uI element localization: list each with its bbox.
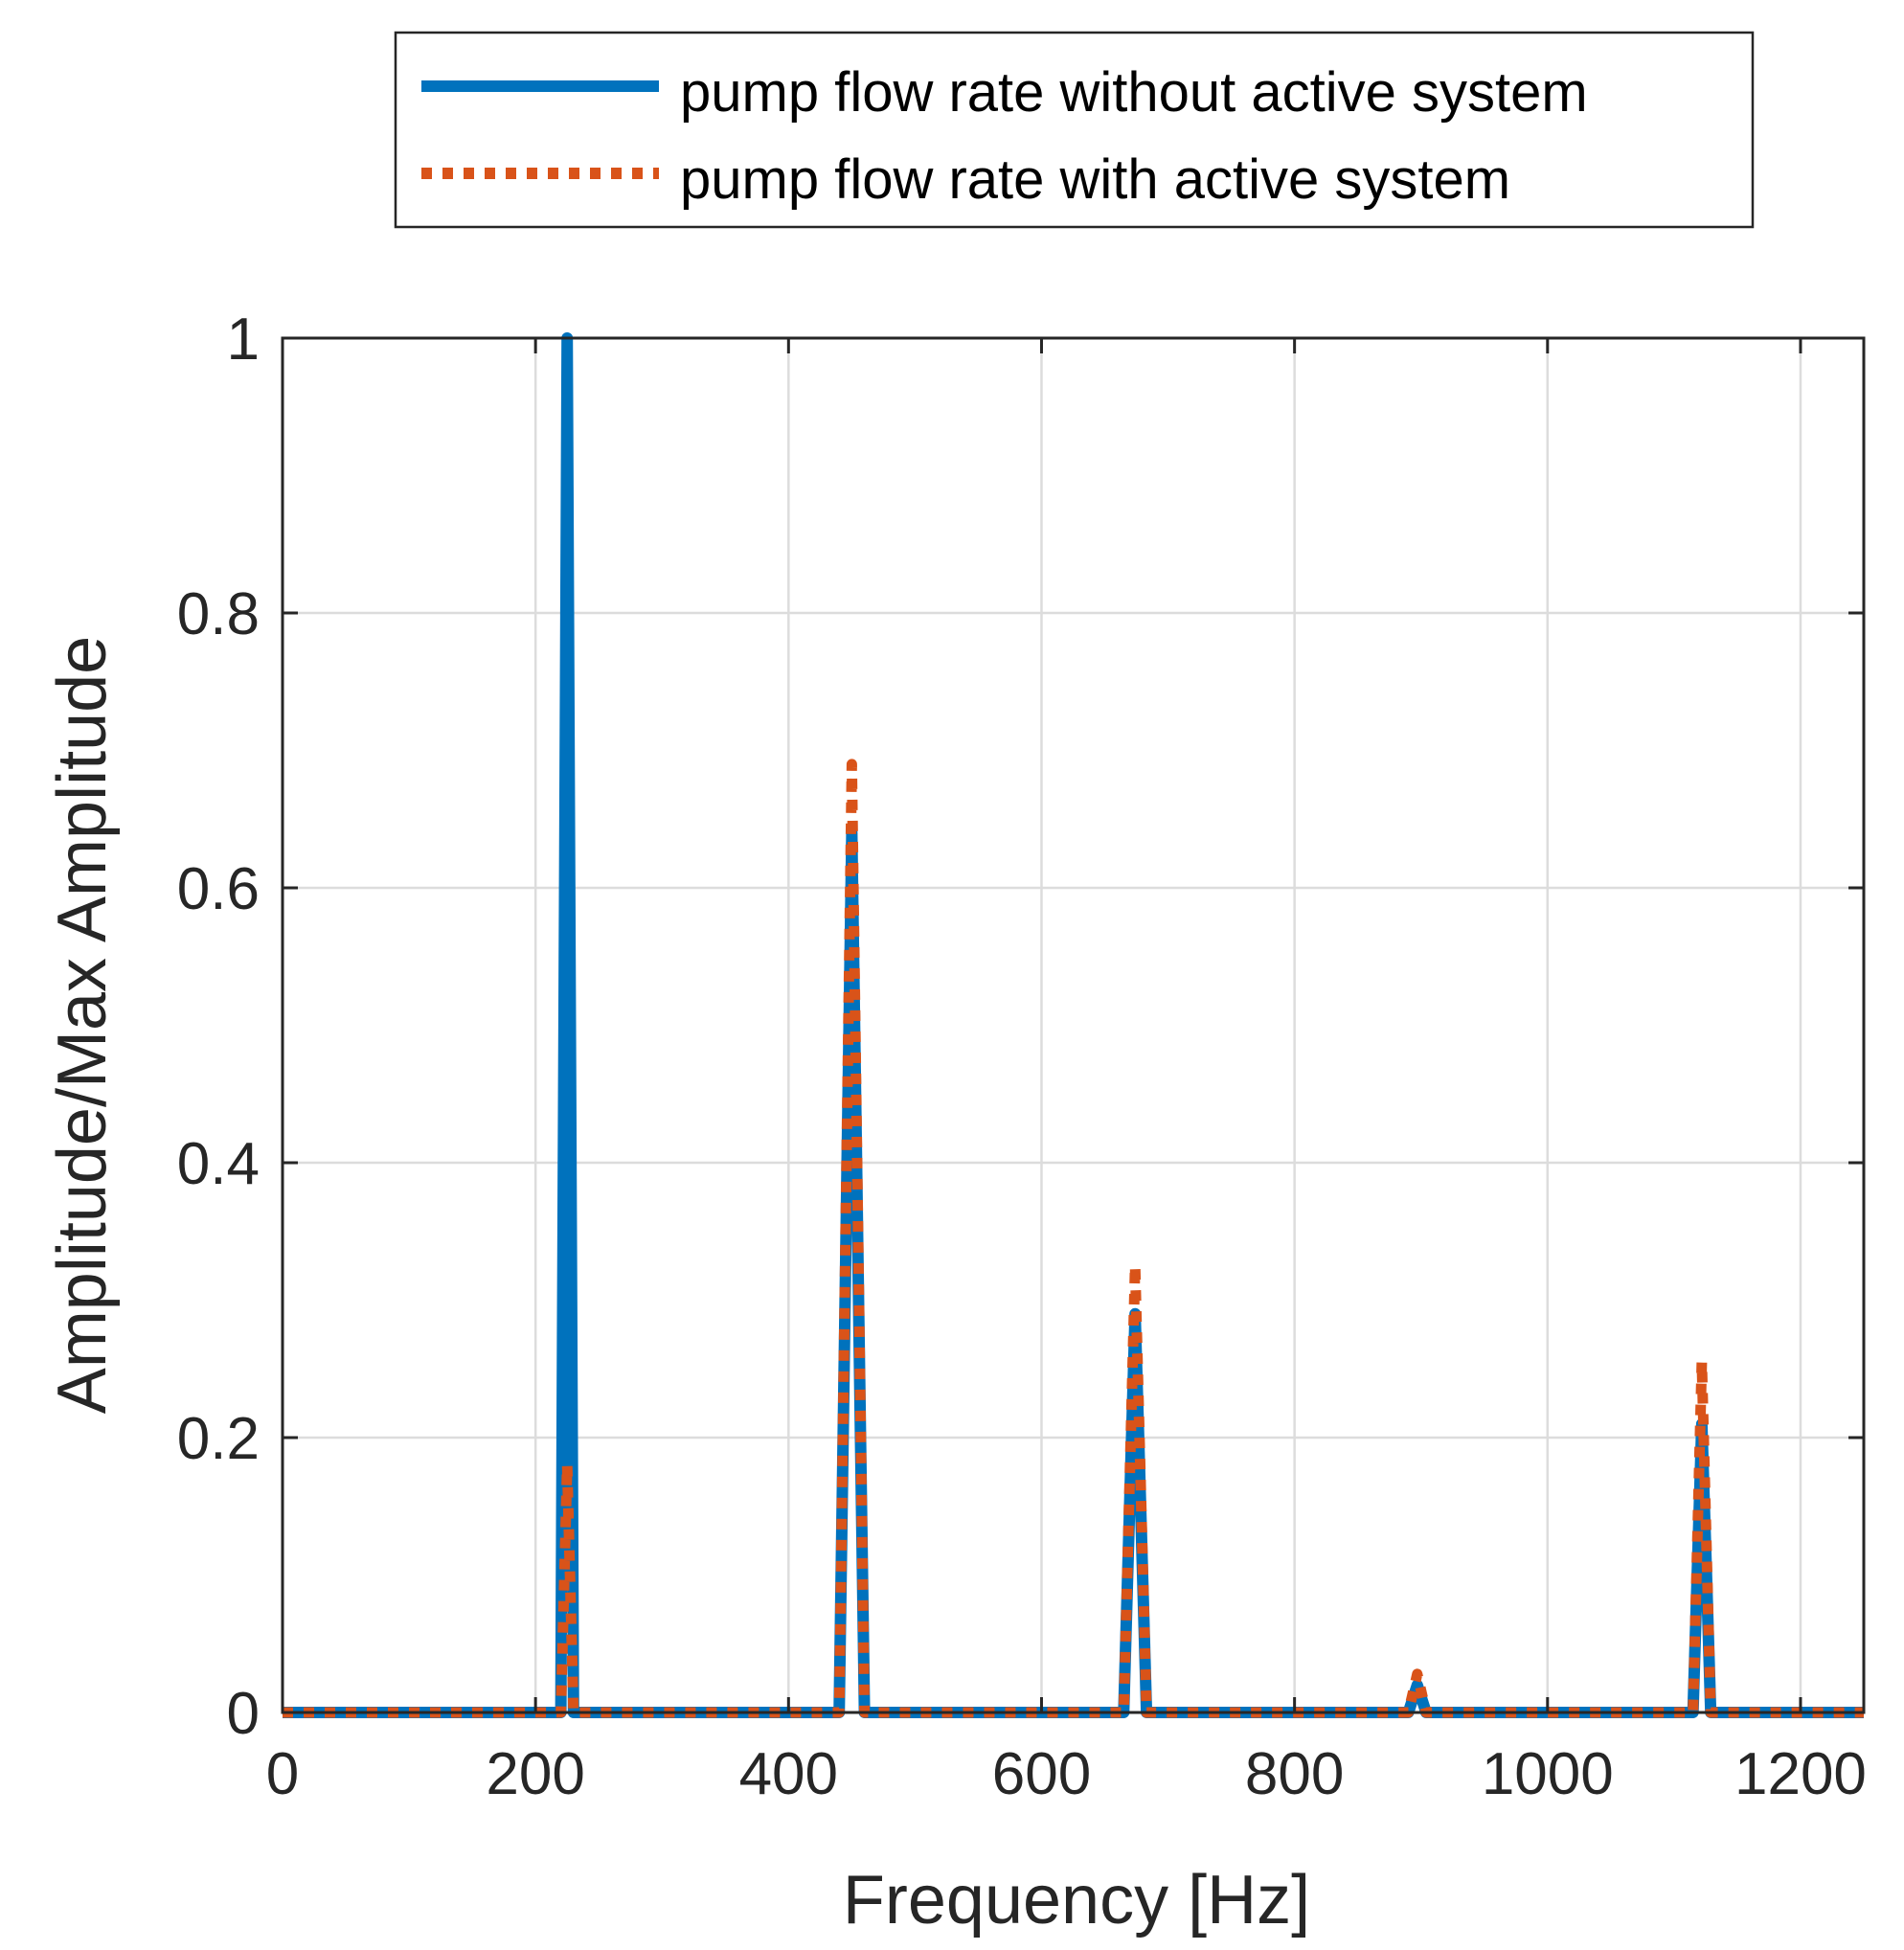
x-tick-label: 800 [1245,1741,1344,1807]
y-tick-label: 0.6 [177,856,260,922]
axes-box [281,336,1866,1714]
grid [283,338,1864,1712]
y-tick-label: 1 [227,306,260,373]
x-tick-label: 200 [486,1741,584,1807]
y-tick-label: 0 [227,1681,260,1747]
axes [281,336,1866,1714]
series-layer [283,332,1864,1718]
legend-label-with-active: pump flow rate with active system [680,148,1510,211]
y-tick-label: 0.8 [177,581,260,647]
series-line-with-active [283,759,1864,1718]
y-tick-label: 0.2 [177,1406,260,1472]
x-tick-label: 1200 [1734,1741,1867,1807]
legend-label-without-active: pump flow rate without active system [680,61,1588,124]
x-tick-label: 400 [739,1741,838,1807]
plot-area [283,338,1864,1712]
x-tick-label: 600 [992,1741,1091,1807]
x-tick-label: 0 [266,1741,299,1807]
y-tick-label: 0.4 [177,1131,260,1197]
tick-labels: 0 200 400 600 800 1000 1200 0 0.2 0.4 0.6 0.8 1 [177,306,1867,1807]
x-axis-title: Frequency [Hz] [843,1862,1310,1939]
legend: pump flow rate without active system pum… [394,31,1755,229]
y-axis-title: Amplitude/Max Amplitude [44,636,121,1414]
x-tick-label: 1000 [1482,1741,1614,1807]
legend-box [394,31,1755,229]
